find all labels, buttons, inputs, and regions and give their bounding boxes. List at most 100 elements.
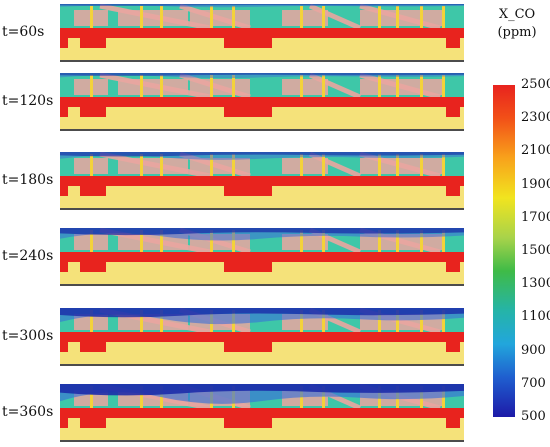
column <box>300 154 303 176</box>
panel-row: t=300s <box>0 308 470 368</box>
column <box>442 310 445 332</box>
column <box>210 75 213 97</box>
time-label: t=60s <box>2 24 45 40</box>
foundation-block <box>446 38 460 48</box>
foundation-block <box>60 418 68 428</box>
foundation-block <box>224 342 272 352</box>
smoke-core <box>60 308 464 318</box>
foundation-block <box>224 186 272 196</box>
column <box>90 6 93 28</box>
co-field-panel <box>60 73 464 133</box>
foundation-block <box>80 186 106 196</box>
foundation-block <box>224 418 272 428</box>
column <box>160 154 163 176</box>
column <box>140 75 143 97</box>
column <box>420 6 423 28</box>
diagonal-brace <box>99 152 211 179</box>
time-label: t=300s <box>2 328 54 344</box>
colorbar-tick-label: 500 <box>521 409 546 424</box>
column <box>300 310 303 332</box>
column <box>378 310 381 332</box>
colorbar <box>493 85 515 417</box>
column <box>420 310 423 332</box>
column <box>140 230 143 252</box>
floor-slab <box>60 176 464 186</box>
colorbar-tick-label: 1900 <box>521 176 550 192</box>
column <box>210 154 213 176</box>
panel-row: t=180s <box>0 152 470 212</box>
time-label: t=240s <box>2 248 54 264</box>
diagonal-brace <box>359 73 441 100</box>
foundation-block <box>80 418 106 428</box>
column <box>160 310 163 332</box>
foundation-block <box>224 107 272 117</box>
ground-layer <box>60 418 464 440</box>
column <box>160 230 163 252</box>
co-field-panel <box>60 308 464 368</box>
colorbar-tick-label: 1300 <box>521 276 550 292</box>
column <box>160 6 163 28</box>
column <box>232 154 235 176</box>
panel-row: t=60s <box>0 4 470 64</box>
diagonal-brace <box>308 73 362 100</box>
column <box>322 386 325 408</box>
foundation-block <box>80 262 106 272</box>
foundation-block <box>60 38 68 48</box>
column <box>378 230 381 252</box>
column <box>378 6 381 28</box>
column <box>322 75 325 97</box>
column <box>396 310 399 332</box>
diagonal-brace <box>179 4 251 31</box>
colorbar-tick-label: 1500 <box>521 243 550 258</box>
floor-slab <box>60 97 464 107</box>
colorbar-tick-label: 2500 <box>521 77 550 92</box>
column <box>90 230 93 252</box>
foundation-block <box>224 262 272 272</box>
ground-layer <box>60 186 464 208</box>
column <box>396 154 399 176</box>
column <box>90 75 93 97</box>
foundation-block <box>446 342 460 352</box>
diagonal-brace <box>179 73 251 100</box>
column <box>442 154 445 176</box>
diagonal-brace <box>99 73 211 100</box>
column <box>396 75 399 97</box>
column <box>210 230 213 252</box>
foundation-block <box>60 107 68 117</box>
column <box>378 154 381 176</box>
floor-slab <box>60 408 464 418</box>
colorbar-tick-label: 900 <box>521 342 546 358</box>
column <box>322 230 325 252</box>
diagonal-brace <box>99 4 211 31</box>
floor-slab <box>60 28 464 38</box>
column <box>442 230 445 252</box>
column <box>300 230 303 252</box>
time-label: t=180s <box>2 172 54 188</box>
colorbar-title: X_CO (ppm) <box>486 6 548 42</box>
foundation-block <box>446 186 460 196</box>
column <box>300 6 303 28</box>
column <box>210 6 213 28</box>
floor-slab <box>60 252 464 262</box>
column <box>396 6 399 28</box>
diagonal-brace <box>359 4 441 31</box>
smoke-core <box>60 384 464 396</box>
smoke-core <box>60 4 464 6</box>
foundation-block <box>60 342 68 352</box>
foundation-block <box>446 262 460 272</box>
column <box>232 6 235 28</box>
column <box>232 75 235 97</box>
column <box>140 310 143 332</box>
foundation-block <box>80 38 106 48</box>
colorbar-tick-label: 1100 <box>521 309 550 325</box>
smoke-core <box>60 73 464 76</box>
smoke-core <box>60 228 464 236</box>
panel-row: t=240s <box>0 228 470 288</box>
colorbar-quantity: X_CO <box>498 7 536 22</box>
foundation-block <box>60 262 68 272</box>
column <box>396 230 399 252</box>
column <box>90 154 93 176</box>
ground-layer <box>60 262 464 284</box>
panel-row: t=120s <box>0 73 470 133</box>
foundation-block <box>80 107 106 117</box>
